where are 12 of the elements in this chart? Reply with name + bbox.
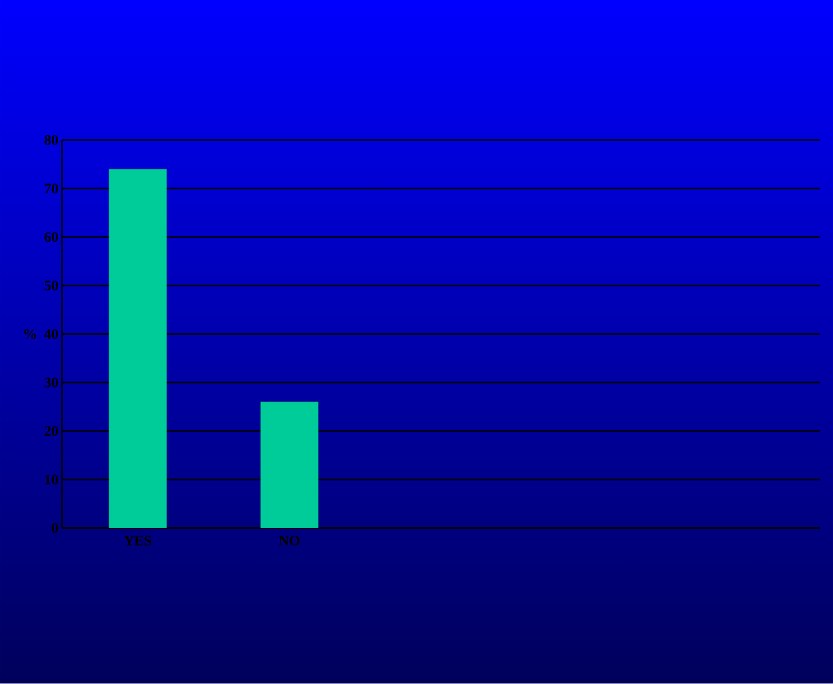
- y-tick-label: 80: [44, 135, 58, 145]
- y-tick-label: 60: [44, 232, 58, 242]
- y-tick-label: 0: [52, 523, 58, 533]
- x-tick-label: NO: [278, 536, 300, 546]
- y-tick-label: 10: [45, 474, 58, 484]
- y-axis-title: %: [24, 329, 36, 339]
- y-tick-label: 30: [44, 378, 58, 388]
- y-tick-label: 50: [44, 280, 58, 290]
- y-tick-label: 20: [44, 426, 58, 436]
- x-tick-label: YES: [124, 536, 152, 546]
- y-tick-label: 70: [44, 184, 58, 194]
- y-tick-label: 40: [44, 329, 58, 339]
